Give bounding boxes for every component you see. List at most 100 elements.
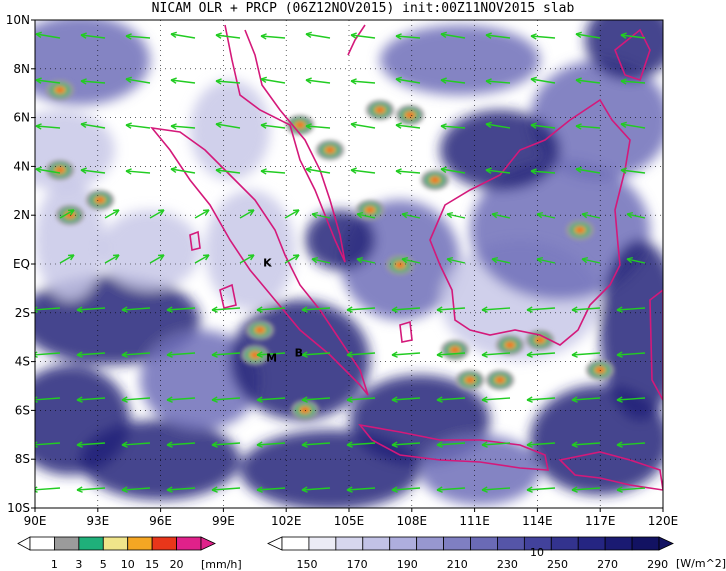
wind-arrow <box>620 121 646 129</box>
y-tick-label: 2S <box>15 306 30 320</box>
wind-arrow <box>256 486 286 493</box>
precip-cell <box>241 345 269 365</box>
olr-cloud-region <box>380 25 540 95</box>
wind-arrow <box>526 351 556 358</box>
wind-arrow <box>485 78 511 85</box>
precip-cell <box>421 170 449 190</box>
wind-arrow <box>446 211 466 219</box>
wind-arrow <box>440 123 466 130</box>
x-tick-label: 93E <box>86 514 109 528</box>
colorbar-swatch <box>389 536 418 551</box>
borneo-coastline <box>429 98 631 346</box>
wind-arrow <box>121 306 151 313</box>
precip-cell <box>486 370 514 390</box>
wind-arrow <box>530 33 556 40</box>
wind-arrow <box>35 441 61 448</box>
y-tick-label: 4S <box>15 355 30 369</box>
wind-arrow <box>626 256 646 264</box>
wind-arrow <box>121 441 151 448</box>
olr-colorbar-extra-label: 10 <box>530 546 544 559</box>
y-tick-label: EQ <box>13 257 30 271</box>
olr-cloud-region <box>585 20 663 80</box>
coastlines <box>150 24 663 491</box>
wind-arrow <box>211 351 241 358</box>
wind-arrow <box>626 211 646 219</box>
olr-colorbar-label: 150 <box>297 558 318 571</box>
wind-arrow <box>620 167 646 174</box>
wind-arrow <box>166 396 196 403</box>
wind-arrow <box>35 486 61 493</box>
wind-arrow <box>149 254 165 264</box>
precip-cell <box>396 105 424 125</box>
olr-cloud-region <box>530 60 663 180</box>
wind-arrow <box>59 209 75 219</box>
y-tick-label: 4N <box>13 159 30 173</box>
wind-arrow <box>446 256 466 264</box>
wind-arrow <box>170 123 196 130</box>
wind-arrow <box>301 396 331 403</box>
wind-arrow <box>620 78 646 85</box>
y-tick-label: 2N <box>13 208 30 222</box>
colorbar-swatch <box>281 536 310 551</box>
wind-arrow <box>215 121 241 129</box>
place-marker-label: B <box>295 347 303 360</box>
colorbar-swatch <box>577 536 606 551</box>
olr-cloud-region <box>305 210 375 270</box>
wind-arrow <box>215 78 241 85</box>
olr-cloud-region <box>600 240 663 420</box>
x-tick-label: 99E <box>212 514 235 528</box>
precip-cell <box>86 190 114 210</box>
wind-arrow <box>616 441 646 448</box>
olr-colorbar-unit: [W/m^2] <box>676 557 726 570</box>
olr-colorbar: 150 170 190 210 230 250 270 290 <box>267 536 674 571</box>
colorbar-swatch <box>102 536 129 551</box>
wind-arrow <box>581 256 601 264</box>
colorbar-swatch <box>362 536 391 551</box>
colorbar-swatch <box>470 536 498 551</box>
wind-arrow <box>76 486 106 493</box>
colorbar-swatch <box>335 536 364 551</box>
wind-arrow <box>571 306 601 313</box>
wind-arrow <box>391 351 421 358</box>
wind-arrow <box>440 31 466 39</box>
precip-cell <box>356 200 384 220</box>
colorbar-right-tip <box>658 536 674 551</box>
wind-arrow <box>536 256 556 264</box>
wind-arrow <box>80 32 106 39</box>
wind-arrow <box>121 351 151 358</box>
small-island-coastline <box>189 230 201 251</box>
wind-arrow <box>616 351 646 358</box>
wind-arrow <box>436 486 466 493</box>
wind-arrow <box>166 351 196 358</box>
wind-arrow <box>260 122 286 129</box>
precip-cell <box>496 335 524 355</box>
small-island-coastline <box>219 283 237 309</box>
wind-arrow <box>211 441 241 448</box>
wind-arrow <box>581 211 601 219</box>
y-tick-label: 8N <box>13 62 30 76</box>
wind-arrow <box>35 31 61 39</box>
y-tick-label: 6N <box>13 111 30 125</box>
colorbar-swatch <box>631 536 660 551</box>
x-tick-label: 90E <box>24 514 47 528</box>
wind-arrow <box>436 396 466 403</box>
wind-arrow <box>346 486 376 493</box>
malay-peninsula-coastline <box>224 24 346 263</box>
y-tick-label: 8S <box>15 452 30 466</box>
wind-arrow <box>76 396 106 403</box>
wind-arrow <box>301 306 331 313</box>
wind-arrow <box>35 77 61 84</box>
wind-arrow <box>526 486 556 493</box>
wind-arrow <box>76 351 106 358</box>
wind-arrow <box>166 306 196 313</box>
wind-arrow <box>260 33 286 40</box>
wind-arrow <box>391 396 421 403</box>
wind-arrow <box>256 396 286 403</box>
wind-arrow <box>125 168 151 175</box>
wind-arrow <box>239 209 255 219</box>
olr-colorbar-label: 170 <box>347 558 368 571</box>
wind-arrow <box>391 306 421 313</box>
wind-arrow <box>616 396 646 403</box>
wind-arrow <box>485 167 511 174</box>
wind-arrow <box>391 486 421 493</box>
